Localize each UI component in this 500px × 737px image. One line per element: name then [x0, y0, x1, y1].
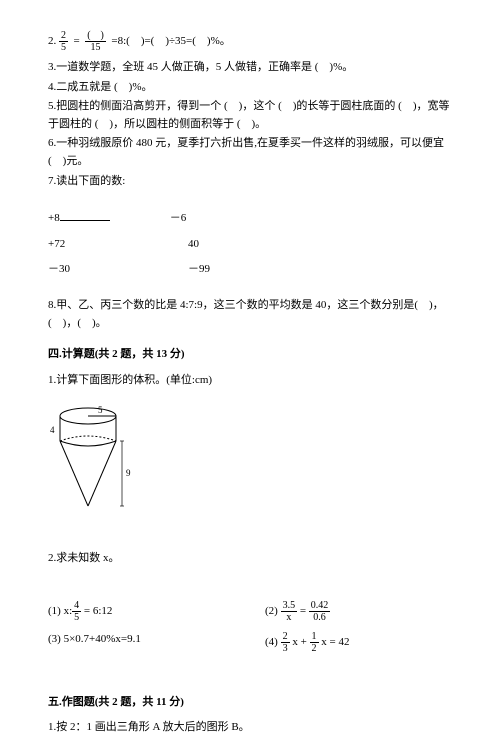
- cone-cylinder-figure: 5 4 9: [48, 401, 452, 528]
- p2-rest: =8:( )=( )÷35=( )%。: [111, 35, 230, 47]
- p2-frac1: 2 5: [59, 30, 68, 53]
- problem-4-2: 2.求未知数 x。: [48, 550, 452, 568]
- problem-8: 8.甲、乙、丙三个数的比是 4:7:9，这三个数的平均数是 40，这三个数分别是…: [48, 297, 452, 332]
- p2-frac2: ( ) 15: [85, 30, 106, 53]
- p7-row-1: +8 －6: [48, 210, 452, 228]
- problem-4-1: 1.计算下面图形的体积。(单位:cm): [48, 372, 452, 390]
- eq-4: (4) 23 x + 12 x = 42: [235, 631, 452, 654]
- p7-r3-left: －30: [48, 261, 128, 279]
- blank-underline: [60, 211, 110, 221]
- p7-row-2: +72 40: [48, 236, 452, 254]
- p7-r3-right: －99: [188, 261, 210, 279]
- problem-4: 4.二成五就是 ( )%。: [48, 79, 452, 97]
- problem-3: 3.一道数学题，全班 45 人做正确，5 人做错，正确率是 ( )%。: [48, 59, 452, 77]
- section-4-header: 四.计算题(共 2 题，共 13 分): [48, 346, 452, 364]
- problem-5: 5.把圆柱的侧面沿高剪开，得到一个 ( )，这个 ( )的长等于圆柱底面的 ( …: [48, 98, 452, 133]
- fig-right-label: 9: [126, 468, 131, 478]
- p7-row-3: －30 －99: [48, 261, 452, 279]
- fig-left-label: 4: [50, 425, 55, 435]
- eq-2: (2) 3.5x = 0.420.6: [235, 600, 452, 623]
- p7-r2-left: +72: [48, 236, 128, 254]
- problem-6: 6.一种羽绒服原价 480 元，夏季打六折出售,在夏季买一件这样的羽绒服，可以便…: [48, 135, 452, 170]
- problem-2: 2. 2 5 = ( ) 15 =8:( )=( )÷35=( )%。: [48, 30, 452, 53]
- p7-r1-left: +8: [48, 210, 110, 228]
- p2-num: 2.: [48, 35, 56, 47]
- eq-3: (3) 5×0.7+40%x=9.1: [48, 631, 235, 654]
- eq-row-1: (1) x:45 = 6:12 (2) 3.5x = 0.420.6: [48, 600, 452, 623]
- p7-r1-right: －6: [170, 210, 187, 228]
- fig-top-label: 5: [98, 405, 103, 415]
- eq-1: (1) x:45 = 6:12: [48, 600, 235, 623]
- problem-5-1: 1.按 2：1 画出三角形 A 放大后的图形 B。: [48, 719, 452, 737]
- p2-eq1: =: [74, 35, 80, 47]
- problem-7: 7.读出下面的数:: [48, 173, 452, 191]
- p7-r2-right: 40: [188, 236, 199, 254]
- section-5-header: 五.作图题(共 2 题，共 11 分): [48, 694, 452, 712]
- eq-row-2: (3) 5×0.7+40%x=9.1 (4) 23 x + 12 x = 42: [48, 631, 452, 654]
